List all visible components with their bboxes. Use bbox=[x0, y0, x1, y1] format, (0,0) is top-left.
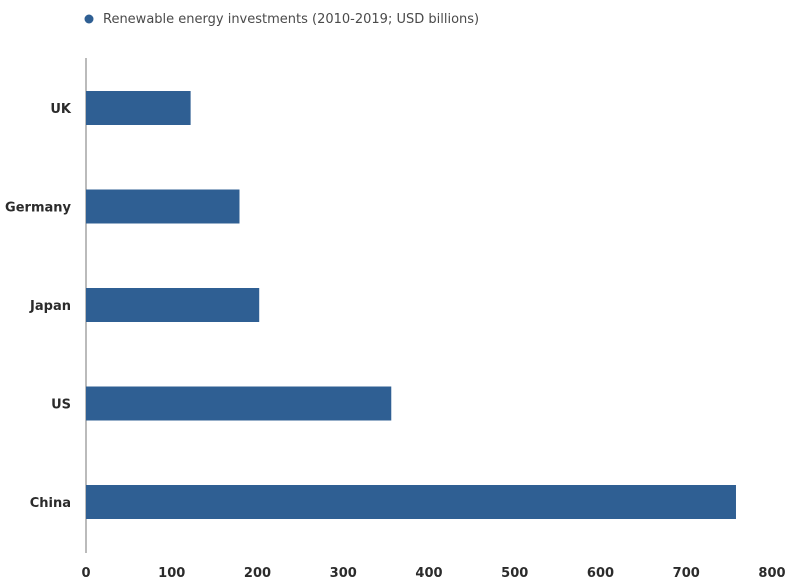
category-label-china: China bbox=[30, 496, 71, 511]
bar-china bbox=[86, 485, 736, 519]
legend: Renewable energy investments (2010-2019;… bbox=[84, 12, 479, 27]
legend-marker bbox=[84, 14, 94, 24]
category-labels: UK Germany Japan US China bbox=[5, 102, 72, 511]
category-label-germany: Germany bbox=[5, 201, 71, 216]
x-tick-label-300: 300 bbox=[330, 566, 357, 581]
bar-japan bbox=[86, 288, 260, 322]
x-tick-label-100: 100 bbox=[158, 566, 185, 581]
bar-uk bbox=[86, 91, 191, 125]
bars-group bbox=[86, 91, 736, 519]
x-tick-label-700: 700 bbox=[673, 566, 700, 581]
x-axis-tick-labels: 0 100 200 300 400 500 600 700 800 bbox=[81, 566, 785, 581]
x-tick-label-0: 0 bbox=[81, 566, 90, 581]
x-tick-label-800: 800 bbox=[758, 566, 785, 581]
legend-label: Renewable energy investments (2010-2019;… bbox=[103, 12, 479, 27]
x-tick-label-400: 400 bbox=[415, 566, 442, 581]
bar-germany bbox=[86, 189, 240, 224]
bar-us bbox=[86, 386, 392, 421]
category-label-japan: Japan bbox=[29, 299, 71, 314]
x-tick-label-200: 200 bbox=[244, 566, 271, 581]
x-tick-label-600: 600 bbox=[587, 566, 614, 581]
x-tick-label-500: 500 bbox=[501, 566, 528, 581]
category-label-uk: UK bbox=[50, 102, 72, 117]
category-label-us: US bbox=[51, 398, 71, 413]
